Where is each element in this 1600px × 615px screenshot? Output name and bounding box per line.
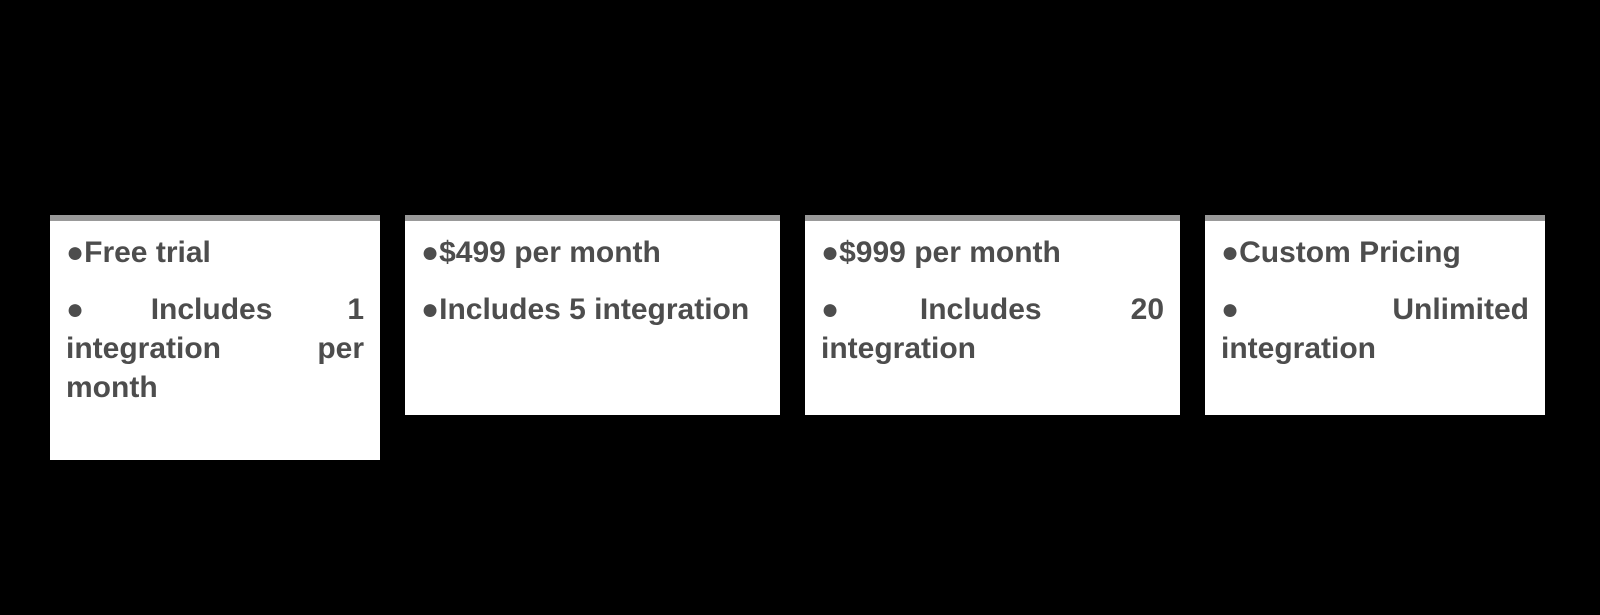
pricing-feature-item: ●Unlimited integration xyxy=(1221,290,1529,368)
pricing-feature-item: ●$999 per month xyxy=(821,233,1164,272)
pricing-card-tier-1: ●Free trial ●Includes 1 integration per … xyxy=(50,215,380,460)
pricing-feature-item: ●$499 per month xyxy=(421,233,764,272)
pricing-feature-item: ●Includes 20 integration xyxy=(821,290,1164,368)
feature-text: Free trial xyxy=(84,236,211,269)
bullet-marker: ● xyxy=(421,236,439,269)
bullet-marker: ● xyxy=(66,236,84,269)
pricing-card-tier-3: ●$999 per month ●Includes 20 integration xyxy=(805,215,1180,415)
bullet-marker: ● xyxy=(1221,236,1239,269)
pricing-feature-item: ●Includes 5 integration xyxy=(421,290,764,329)
pricing-feature-item: ●Includes 1 integration per month xyxy=(66,290,364,407)
pricing-card-tier-4: ●Custom Pricing ●Unlimited integration xyxy=(1205,215,1545,415)
bullet-marker: ● xyxy=(821,236,839,269)
bullet-marker: ● xyxy=(821,293,920,326)
feature-text: $499 per month xyxy=(439,236,661,269)
bullet-marker: ● xyxy=(66,293,151,326)
feature-text: Includes 5 integration xyxy=(439,293,749,326)
feature-text: $999 per month xyxy=(839,236,1061,269)
pricing-card-tier-2: ●$499 per month ●Includes 5 integration xyxy=(405,215,780,415)
pricing-tier-container: ●Free trial ●Includes 1 integration per … xyxy=(0,215,1600,460)
pricing-feature-item: ●Custom Pricing xyxy=(1221,233,1529,272)
bullet-marker: ● xyxy=(1221,293,1392,326)
pricing-feature-item: ●Free trial xyxy=(66,233,364,272)
bullet-marker: ● xyxy=(421,293,439,326)
feature-text: Custom Pricing xyxy=(1239,236,1461,269)
